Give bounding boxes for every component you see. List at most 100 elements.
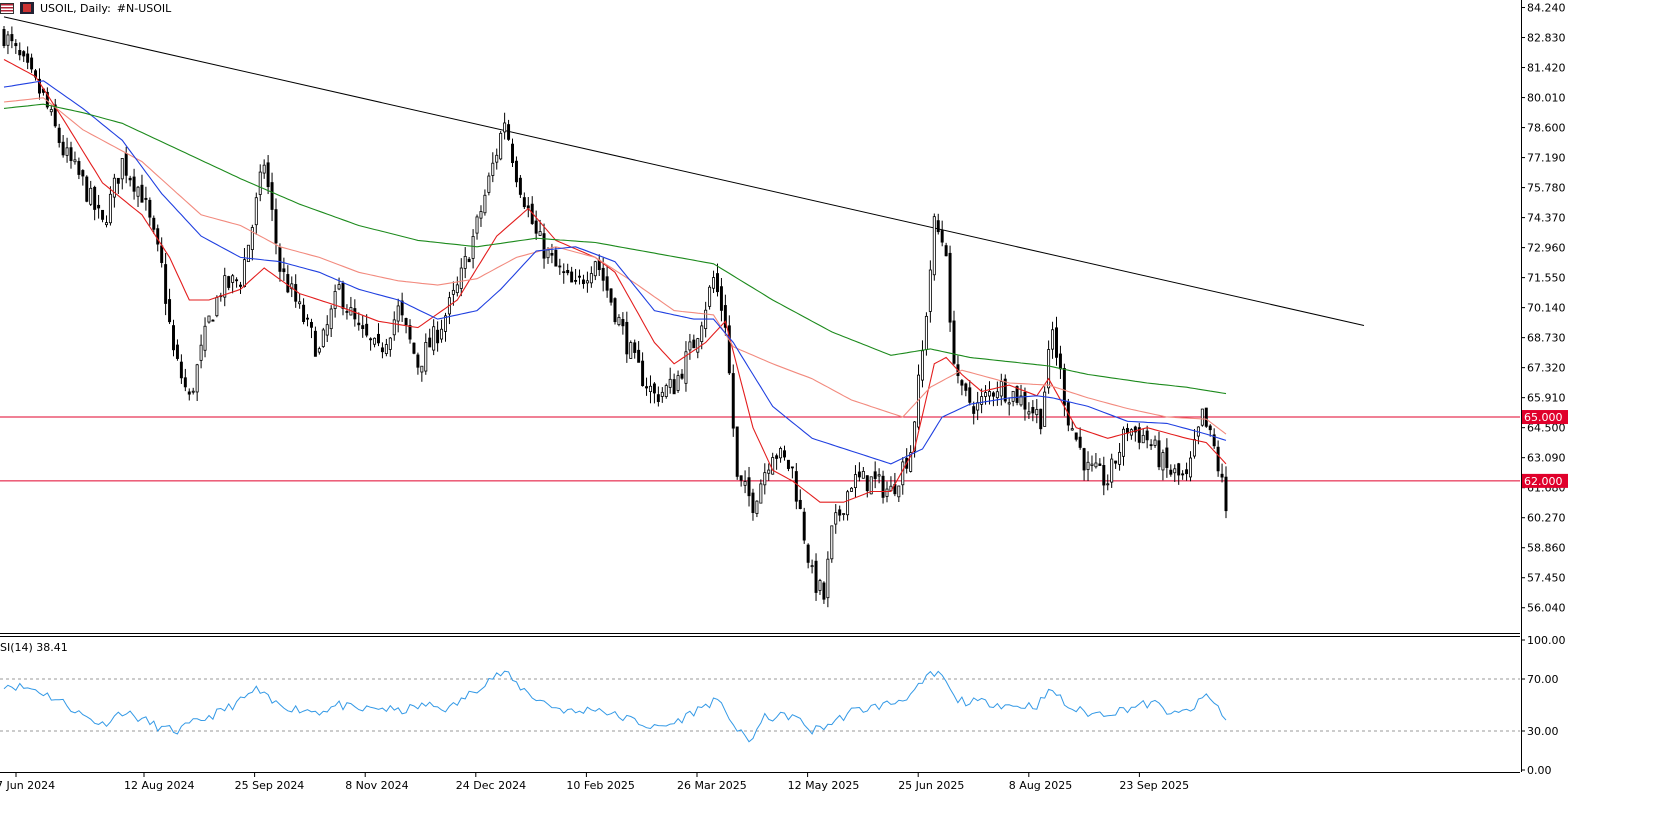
candle-body <box>980 396 984 405</box>
candle-body <box>747 477 751 497</box>
candle-body <box>767 469 771 474</box>
rsi-tick-label: 0.00 <box>1527 764 1552 777</box>
candle-body <box>1137 427 1141 443</box>
candle-body <box>215 297 219 317</box>
candle-body <box>1141 434 1145 444</box>
candle-body <box>183 377 187 388</box>
candle-body <box>1055 327 1058 358</box>
candle-body <box>1220 473 1224 478</box>
candle-body <box>191 390 195 393</box>
candle-body <box>1098 463 1102 466</box>
candle-body <box>93 186 97 210</box>
candle-body <box>459 267 463 289</box>
candle-body <box>1031 407 1035 414</box>
candle-body <box>1070 428 1074 431</box>
candle-body <box>822 582 826 600</box>
candle-body <box>211 319 215 322</box>
candle-body <box>309 321 313 328</box>
candle-body <box>37 78 41 94</box>
candle-body <box>629 342 633 359</box>
candle-body <box>593 261 597 277</box>
candle-body <box>964 383 968 391</box>
candle-body <box>164 264 168 304</box>
candle-body <box>1082 448 1086 471</box>
price-tick-label: 67.320 <box>1527 362 1566 375</box>
candle-body <box>376 333 380 344</box>
candle-body <box>1094 462 1098 468</box>
candle-body <box>987 391 991 397</box>
candle-body <box>223 275 227 298</box>
candle-body <box>1078 436 1082 448</box>
candle-body <box>775 455 779 459</box>
candle-body <box>246 244 250 263</box>
candle-body <box>648 385 652 393</box>
candle-body <box>321 329 325 347</box>
candle-body <box>53 104 57 127</box>
candle-body <box>345 311 349 313</box>
candle-body <box>846 491 850 516</box>
candle-body <box>909 452 913 472</box>
candle-body <box>85 176 89 202</box>
candle-body <box>1208 425 1212 431</box>
candle-body <box>731 373 735 429</box>
candle-body <box>723 305 727 328</box>
candle-body <box>1169 469 1173 475</box>
candle-body <box>901 461 905 486</box>
candle-body <box>810 565 814 568</box>
candle-body <box>313 330 317 357</box>
candle-body <box>566 269 570 274</box>
candle-body <box>14 43 18 47</box>
candle-body <box>463 255 467 269</box>
candle-body <box>124 153 128 176</box>
candle-body <box>503 122 507 133</box>
candle-body <box>861 470 865 479</box>
candle-body <box>1035 409 1039 416</box>
candle-body <box>684 351 688 384</box>
candle-body <box>1133 426 1137 433</box>
rsi-tick-label: 30.00 <box>1527 725 1559 738</box>
candle-body <box>1102 465 1106 486</box>
candle-body <box>333 291 337 309</box>
candle-body <box>613 298 617 323</box>
candle-body <box>1047 349 1051 389</box>
candle-body <box>692 339 696 349</box>
candle-body <box>203 325 207 351</box>
price-tick-label: 56.040 <box>1527 602 1566 615</box>
candle-body <box>128 177 132 181</box>
candle-body <box>258 171 262 195</box>
candle-body <box>660 391 664 397</box>
candle-body <box>325 324 329 336</box>
candle-body <box>928 269 932 312</box>
candle-body <box>850 487 854 492</box>
price-tick-label: 75.780 <box>1527 182 1566 195</box>
axes-layer: 84.240 82.830 81.420 80.010 78.600 77.190 75.7… <box>0 0 1568 792</box>
candle-body <box>487 175 491 193</box>
candle-body <box>645 386 649 389</box>
candle-body <box>944 245 948 257</box>
candle-body <box>81 170 85 177</box>
candle-body <box>49 109 53 113</box>
candle-body <box>1118 451 1122 465</box>
candle-body <box>1051 329 1055 350</box>
date-tick-label: 12 May 2025 <box>788 779 860 792</box>
candle-body <box>416 354 420 368</box>
price-tick-label: 82.830 <box>1527 32 1566 45</box>
candle-body <box>995 391 999 399</box>
candle-body <box>18 50 22 56</box>
candle-body <box>708 286 712 307</box>
candle-body <box>700 325 704 342</box>
candle-body <box>317 348 321 353</box>
candle-body <box>353 308 357 320</box>
date-tick-label: 26 Mar 2025 <box>677 779 747 792</box>
candle-body <box>952 320 956 364</box>
candle-body <box>199 344 203 361</box>
candle-body <box>408 325 412 340</box>
symbol-description: #N-USOIL <box>116 1 172 15</box>
candle-body <box>69 147 73 162</box>
candle-body <box>22 51 26 57</box>
price-tick-label: 78.600 <box>1527 122 1566 135</box>
candle-body <box>404 318 408 326</box>
candle-body <box>286 274 290 293</box>
candle-body <box>578 275 582 278</box>
